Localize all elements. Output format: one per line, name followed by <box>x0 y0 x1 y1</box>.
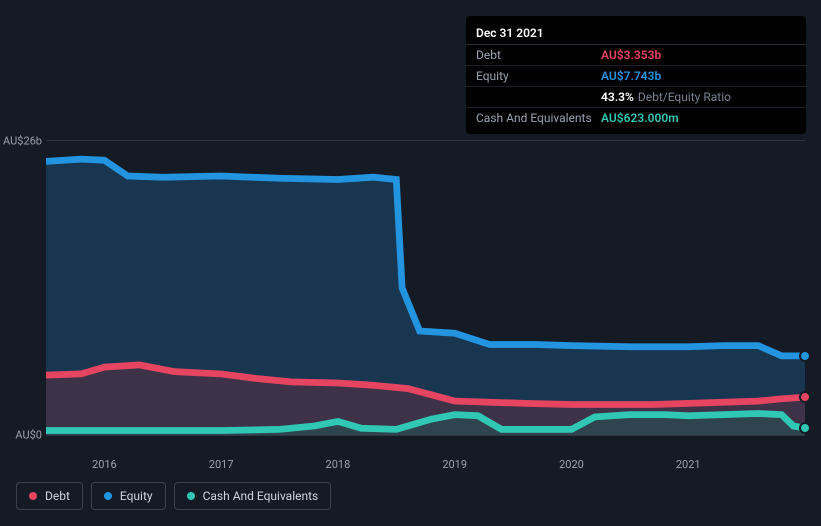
tooltip-row: EquityAU$7.743b <box>466 66 806 87</box>
tooltip-label: Equity <box>476 69 601 83</box>
tooltip-value: 43.3%Debt/Equity Ratio <box>601 90 731 104</box>
series-end-marker <box>799 350 811 362</box>
x-axis-label: 2020 <box>559 458 584 471</box>
legend-label: Debt <box>45 489 70 503</box>
y-axis-label: AU$26b <box>3 135 42 148</box>
tooltip-date: Dec 31 2021 <box>466 22 806 45</box>
tooltip-label: Debt <box>476 48 601 62</box>
legend-item[interactable]: Equity <box>91 482 166 510</box>
x-axis-label: 2019 <box>442 458 467 471</box>
chart-svg <box>46 141 805 435</box>
legend-item[interactable]: Debt <box>16 482 83 510</box>
x-axis-label: 2016 <box>92 458 117 471</box>
x-axis-label: 2017 <box>209 458 234 471</box>
debt-equity-chart: AU$26bAU$0 201620172018201920202021 <box>16 120 805 466</box>
x-axis-label: 2021 <box>676 458 701 471</box>
legend-label: Equity <box>120 489 153 503</box>
legend-swatch <box>29 492 37 500</box>
plot-area[interactable]: AU$26bAU$0 <box>46 140 805 436</box>
chart-tooltip: Dec 31 2021 DebtAU$3.353bEquityAU$7.743b… <box>466 16 806 134</box>
tooltip-row: 43.3%Debt/Equity Ratio <box>466 87 806 108</box>
tooltip-sublabel: Debt/Equity Ratio <box>638 90 731 104</box>
tooltip-value: AU$3.353b <box>601 48 661 62</box>
tooltip-value: AU$7.743b <box>601 69 661 83</box>
legend: Debt Equity Cash And Equivalents <box>16 482 331 510</box>
legend-item[interactable]: Cash And Equivalents <box>174 482 332 510</box>
legend-label: Cash And Equivalents <box>203 489 319 503</box>
series-end-marker <box>799 422 811 434</box>
y-axis-label: AU$0 <box>15 429 42 442</box>
x-axis-label: 2018 <box>326 458 351 471</box>
tooltip-rows: DebtAU$3.353bEquityAU$7.743b43.3%Debt/Eq… <box>466 45 806 128</box>
legend-swatch <box>104 492 112 500</box>
tooltip-row: DebtAU$3.353b <box>466 45 806 66</box>
series-end-marker <box>799 391 811 403</box>
legend-swatch <box>187 492 195 500</box>
tooltip-label <box>476 90 601 104</box>
